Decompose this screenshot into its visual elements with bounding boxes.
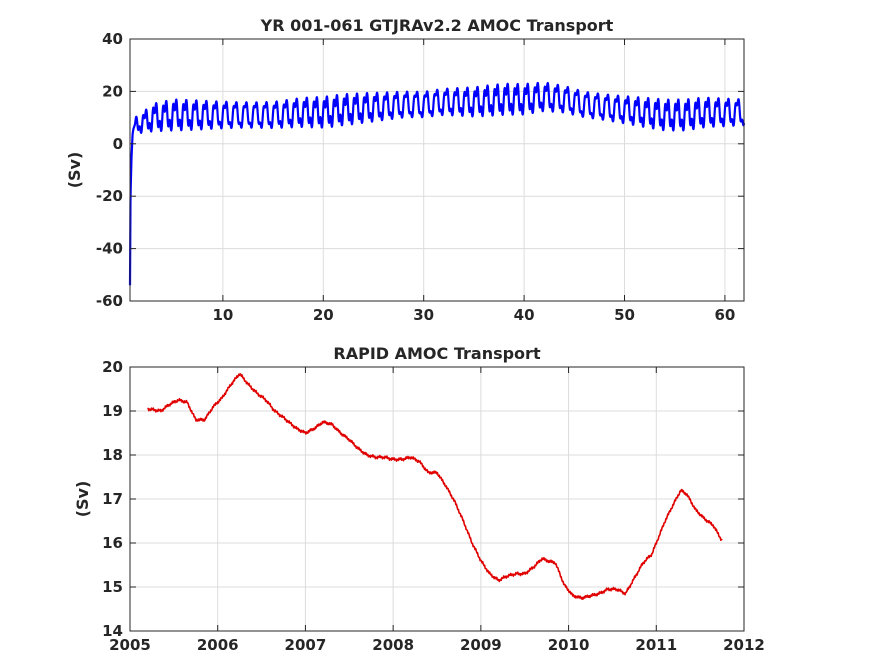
x-tick-label-rapid: 2012 (723, 636, 765, 654)
x-tick-label-rapid: 2009 (460, 636, 502, 654)
x-tick-label-rapid: 2010 (548, 636, 590, 654)
x-tick-label-model: 20 (313, 306, 334, 324)
y-tick-label-model: -40 (96, 240, 123, 258)
axes-box-model (129, 38, 745, 302)
y-axis-label-model: (Sv) (65, 152, 84, 189)
x-tick-label-rapid: 2008 (372, 636, 414, 654)
y-tick-label-model: 20 (102, 82, 123, 100)
chart-title-rapid: RAPID AMOC Transport (333, 344, 541, 363)
ticks-model: 10 20 30 40 50 60 -60 -40 -20 0 20 40 (96, 30, 744, 324)
series-group-model (128, 81, 746, 286)
x-tick-label-model: 10 (212, 306, 233, 324)
x-tick-label-model: 60 (714, 306, 735, 324)
y-tick-label-rapid: 19 (102, 402, 123, 420)
y-tick-label-model: -60 (96, 292, 123, 310)
y-tick-label-model: 0 (113, 135, 123, 153)
y-tick-label-rapid: 17 (102, 490, 123, 508)
x-tick-label-rapid: 2006 (197, 636, 239, 654)
x-tick-label-model: 50 (614, 306, 635, 324)
x-tick-label-rapid: 2011 (635, 636, 677, 654)
x-tick-label-rapid: 2007 (285, 636, 327, 654)
chart-panel-rapid: RAPID AMOC Transport 2005 2006 2007 2008 200… (73, 344, 765, 654)
y-tick-label-rapid: 18 (102, 446, 123, 464)
y-tick-label-rapid: 20 (102, 358, 123, 376)
x-tick-label-model: 30 (413, 306, 434, 324)
chart-panel-model: YR 001-061 GTJRAv2.2 AMOC Transport 10 20… (65, 16, 746, 324)
ticks-rapid: 2005 2006 2007 2008 2009 2010 2011 2012 14 15 16 17… (102, 358, 765, 654)
x-tick-label-model: 40 (514, 306, 535, 324)
grid-model (130, 38, 744, 302)
series-line-model (128, 81, 746, 286)
y-tick-label-rapid: 14 (102, 622, 123, 640)
y-tick-label-rapid: 15 (102, 578, 123, 596)
chart-title-model: YR 001-061 GTJRAv2.2 AMOC Transport (260, 16, 614, 35)
y-tick-label-model: 40 (102, 30, 123, 48)
series-line-rapid (147, 373, 723, 601)
grid-rapid (129, 366, 745, 632)
y-tick-label-model: -20 (96, 187, 123, 205)
x-tick-label-rapid: 2005 (109, 636, 151, 654)
y-axis-label-rapid: (Sv) (73, 481, 92, 518)
series-group-rapid (147, 373, 723, 601)
y-tick-label-rapid: 16 (102, 534, 123, 552)
